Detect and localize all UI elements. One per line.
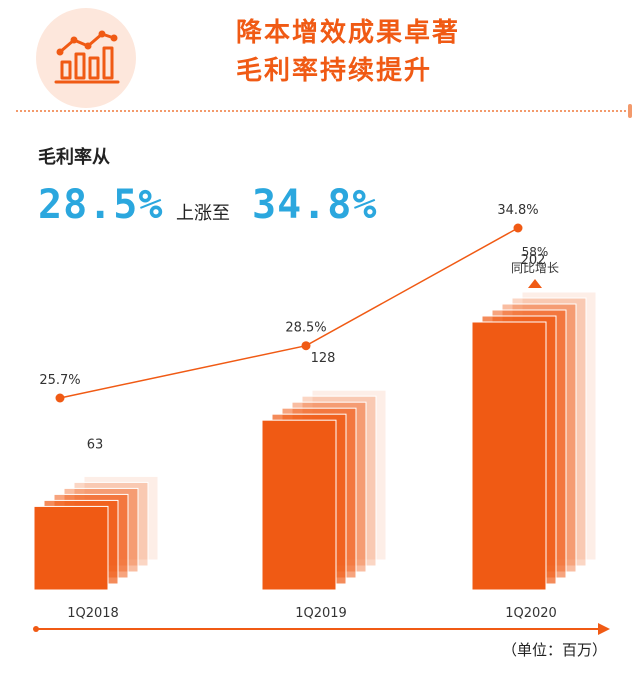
margin-point [55, 393, 65, 403]
to-value: 34.8% [252, 182, 378, 228]
x-axis-start [33, 626, 39, 632]
bar-value-label: 202 [521, 253, 546, 268]
divider [16, 110, 630, 112]
growth-value: 58% [522, 245, 549, 259]
x-tick-label: 1Q2019 [295, 606, 347, 621]
margin-label: 34.8% [497, 203, 538, 218]
bar-1Q2019 [261, 419, 337, 591]
margin-point [301, 341, 311, 351]
x-tick-label: 1Q2020 [505, 606, 557, 621]
growth-arrow-icon [528, 279, 542, 288]
unit-note: （单位：百万） [502, 641, 608, 659]
title-line-1: 降本增效成果卓著 [236, 18, 461, 48]
x-axis-arrow-icon [598, 623, 610, 635]
growth-chart-icon-svg [54, 30, 120, 84]
growth-chart-icon [36, 8, 136, 108]
margin-point [513, 223, 523, 233]
margin-label: 25.7% [39, 373, 80, 388]
growth-text: 同比增长 [511, 261, 559, 275]
from-value: 28.5% [38, 182, 164, 228]
divider-end [628, 104, 632, 118]
bar-value-label: 63 [87, 437, 104, 452]
bar-1Q2018 [33, 505, 109, 591]
margin-line [59, 227, 519, 399]
headline-connector: 上涨至 [176, 203, 230, 224]
margin-label: 28.5% [285, 321, 326, 336]
title-line-2: 毛利率持续提升 [236, 56, 433, 86]
x-tick-label: 1Q2018 [67, 606, 119, 621]
page-title: 降本增效成果卓著 毛利率持续提升 [236, 14, 536, 90]
headline-label: 毛利率从 [38, 147, 110, 168]
header: 降本增效成果卓著 毛利率持续提升 [0, 0, 640, 110]
bar-1Q2020 [471, 321, 547, 591]
bar-value-label: 128 [311, 351, 336, 366]
